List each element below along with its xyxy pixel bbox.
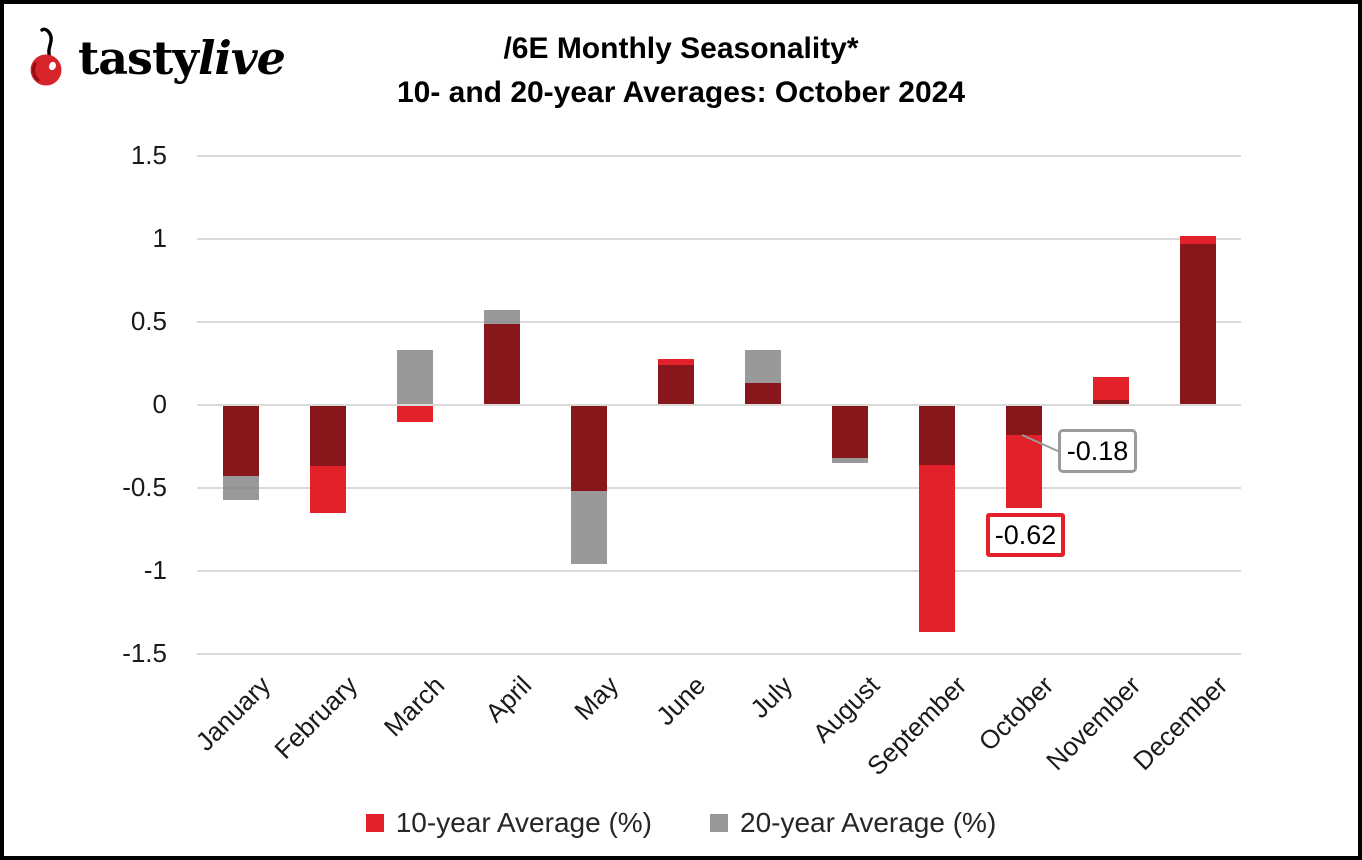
brand-wordmark: tastylive [78, 35, 286, 81]
bar-segment-july [744, 350, 781, 384]
y-axis-label: -1 [143, 555, 167, 585]
gridline [197, 155, 1241, 157]
plot-area: 1.5 1 0.5 0 -0.5 -1 -1.5 January February March Ap… [4, 4, 1358, 856]
y-axis-label: 1 [152, 223, 167, 253]
bar-segment-april [483, 323, 520, 404]
bar-segment-september [918, 406, 955, 465]
bar-segment-march [396, 406, 433, 422]
bar-segment-october [1005, 406, 1042, 435]
bar-segment-november [1092, 376, 1129, 400]
brand-live: live [197, 31, 286, 85]
gridline [197, 570, 1241, 572]
legend-swatch-red [365, 814, 384, 832]
bar-segment-may [570, 491, 607, 565]
bar-segment-september [918, 464, 955, 633]
gridline [197, 487, 1241, 489]
chart-title-line2: 10- and 20-year Averages: October 2024 [396, 76, 966, 109]
y-axis-label: -0.5 [122, 472, 167, 502]
callout-20yr-october: -0.18 [1058, 429, 1137, 473]
callout-10yr-october: -0.62 [986, 513, 1065, 557]
brand-tasty: tasty [78, 31, 199, 85]
bar-segment-january [222, 476, 259, 500]
legend-swatch-gray [710, 814, 728, 832]
bar-segment-december [1179, 243, 1216, 404]
bar-segment-march [396, 350, 433, 404]
bar-segment-june [657, 365, 694, 404]
tastylive-logo: tastylive [20, 24, 286, 93]
legend-item-20yr: 20-year Average (%) [710, 807, 996, 839]
y-axis-label: 0 [152, 389, 167, 419]
y-axis-label: -1.5 [122, 638, 167, 668]
legend: 10-year Average (%) 20-year Average (%) [4, 807, 1358, 839]
bar-segment-february [309, 466, 346, 513]
bar-segment-january [222, 406, 259, 477]
bar-segment-april [483, 310, 520, 324]
chart-title-line1: /6E Monthly Seasonality* [503, 32, 859, 65]
bar-segment-december [1179, 235, 1216, 244]
bar-segment-february [309, 406, 346, 467]
legend-label-20yr: 20-year Average (%) [740, 807, 997, 838]
bar-segment-august [831, 458, 868, 464]
bar-segment-august [831, 406, 868, 459]
cherry-icon [20, 24, 72, 93]
legend-label-10yr: 10-year Average (%) [395, 807, 652, 838]
gridline [197, 321, 1241, 323]
bar-segment-july [744, 383, 781, 404]
bar-segment-may [570, 406, 607, 492]
bar-segment-october [1005, 434, 1042, 508]
gridline [197, 653, 1241, 655]
y-axis-label: 1.5 [130, 140, 167, 170]
bar-segment-november [1092, 400, 1129, 404]
legend-item-10yr: 10-year Average (%) [365, 807, 652, 839]
y-axis-label: 0.5 [130, 306, 167, 336]
gridline [197, 404, 1241, 406]
gridline [197, 238, 1241, 240]
bar-segment-june [657, 358, 694, 366]
